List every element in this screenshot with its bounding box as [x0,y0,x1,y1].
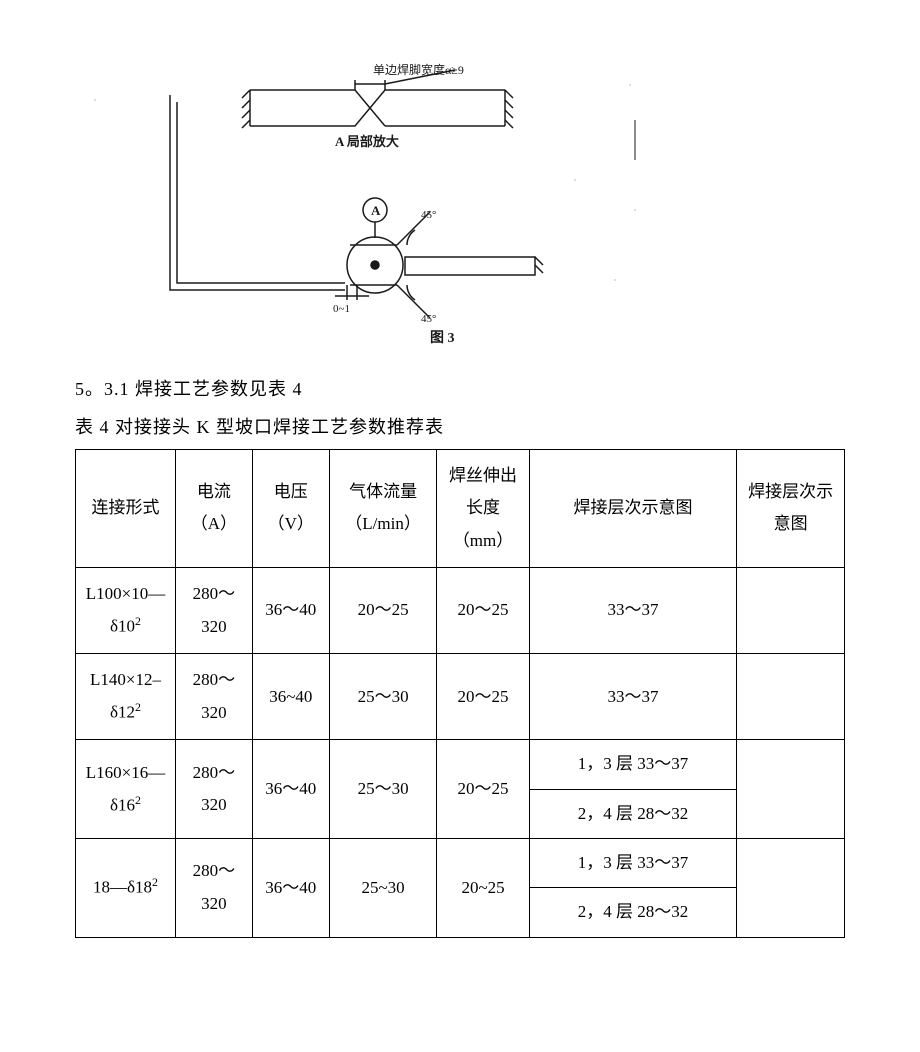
col-voltage: 电压（V） [252,450,329,568]
table-header-row: 连接形式 电流（A） 电压（V） 气体流量（L/min） 焊丝伸出长度（mm） … [76,450,845,568]
cell-current: 280～320 [175,567,252,653]
cell-gas: 25~30 [329,838,437,937]
cell-layer-sub: 1，3 层 33～37 [530,740,737,789]
cell-wire: 20～25 [437,740,529,839]
cell-layer: 33～37 [529,654,737,740]
angle-upper: 45° [421,209,436,221]
col-connection-form: 连接形式 [76,450,176,568]
table-row: L140×12–δ122 280～320 36~40 25～30 20～25 3… [76,654,845,740]
cell-wire: 20～25 [437,567,529,653]
cell-layer-sub: 2，4 层 28～32 [530,790,737,838]
detail-mark: A [371,203,381,218]
col-layer-diagram-2: 焊接层次示意图 [737,450,845,568]
table-row: L160×16—δ162 280～320 36～40 25～30 20～25 1… [76,740,845,839]
cell-voltage: 36～40 [252,838,329,937]
section-heading: 5。3.1 焊接工艺参数见表 4 [75,375,845,401]
cell-layer-img [737,740,845,839]
cell-voltage: 36～40 [252,567,329,653]
cell-layer: 33～37 [529,567,737,653]
table-row: 18—δ182 280～320 36～40 25~30 20~25 1，3 层 … [76,838,845,937]
cell-gas: 25～30 [329,740,437,839]
col-current: 电流（A） [175,450,252,568]
cell-form: L160×16—δ162 [76,740,176,839]
table-row: L100×10—δ102 280～320 36～40 20～25 20～25 3… [76,567,845,653]
cell-layer-img [737,654,845,740]
cell-layer-sub: 2，4 层 28～32 [530,888,737,936]
col-wire-ext: 焊丝伸出长度（mm） [437,450,529,568]
diagram-svg: 单边焊脚宽度α≥9 A 局部放大 [75,60,655,350]
diagram-detail-caption: A 局部放大 [335,134,399,149]
cell-current: 280～320 [175,838,252,937]
angle-lower: 45° [421,313,436,325]
cell-layer: 1，3 层 33～37 2，4 层 28～32 [529,740,737,839]
cell-wire: 20～25 [437,654,529,740]
figure-3-diagram: 单边焊脚宽度α≥9 A 局部放大 [75,60,655,350]
figure-label: 图 3 [430,330,455,346]
table-caption: 表 4 对接接头 K 型坡口焊接工艺参数推荐表 [75,413,845,439]
cell-gas: 25～30 [329,654,437,740]
cell-voltage: 36～40 [252,740,329,839]
cell-layer-img [737,567,845,653]
cell-voltage: 36~40 [252,654,329,740]
cell-current: 280～320 [175,740,252,839]
col-gas-flow: 气体流量（L/min） [329,450,437,568]
cell-current: 280～320 [175,654,252,740]
diagram-top-label: 单边焊脚宽度α≥9 [373,62,464,77]
cell-layer-sub: 1，3 层 33～37 [530,839,737,888]
cell-wire: 20~25 [437,838,529,937]
cell-form: 18—δ182 [76,838,176,937]
cell-form: L100×10—δ102 [76,567,176,653]
cell-gas: 20～25 [329,567,437,653]
cell-layer: 1，3 层 33～37 2，4 层 28～32 [529,838,737,937]
welding-params-table: 连接形式 电流（A） 电压（V） 气体流量（L/min） 焊丝伸出长度（mm） … [75,449,845,938]
cell-form: L140×12–δ122 [76,654,176,740]
col-layer-diagram: 焊接层次示意图 [529,450,737,568]
cell-layer-img [737,838,845,937]
gap-label: 0~1 [333,303,350,315]
